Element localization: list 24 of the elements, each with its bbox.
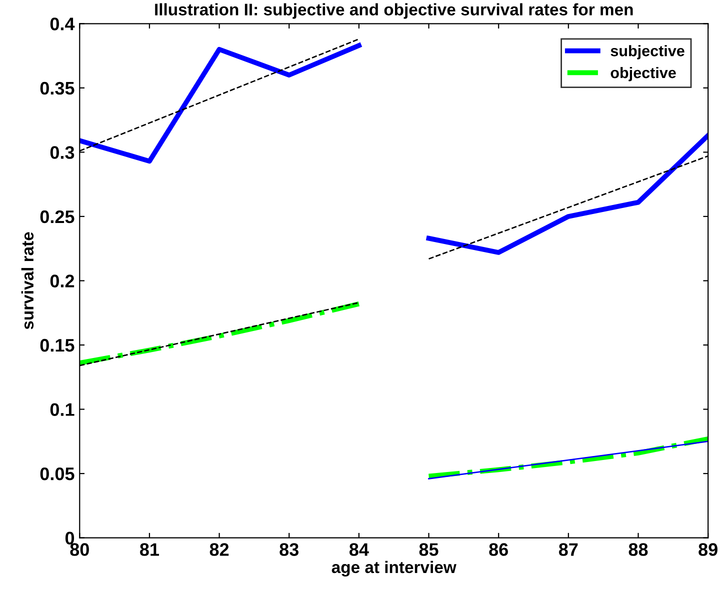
- y-tick-label: 0.4: [50, 18, 75, 30]
- x-tick-label: 80: [70, 543, 89, 556]
- x-tick-label: 86: [489, 543, 508, 556]
- x-tick-label: 85: [419, 543, 438, 556]
- y-tick-label: 0.05: [40, 467, 74, 480]
- y-tick-label: 0.1: [50, 403, 74, 416]
- x-tick-label: 89: [698, 543, 718, 556]
- y-tick-label: 0: [65, 532, 74, 545]
- legend-label: subjective: [610, 45, 684, 60]
- y-tick-label: 0.35: [40, 82, 74, 95]
- x-axis-title: age at interview: [332, 560, 456, 576]
- y-tick-label: 0.15: [40, 338, 74, 352]
- chart-title: Illustration II: subjective and objective survival rates for men: [155, 3, 633, 19]
- y-tick-label: 0.25: [40, 210, 74, 224]
- x-tick-label: 82: [210, 543, 229, 556]
- x-tick-label: 87: [558, 543, 578, 556]
- y-tick-label: 0.3: [50, 146, 74, 159]
- y-tick-label: 0.2: [50, 274, 74, 288]
- legend-label: objective: [610, 66, 676, 82]
- x-tick-label: 84: [349, 543, 369, 556]
- y-axis-title: survival rate: [21, 232, 34, 330]
- x-tick-label: 83: [280, 543, 299, 556]
- x-tick-label: 88: [628, 543, 648, 556]
- x-tick-label: 81: [140, 543, 160, 556]
